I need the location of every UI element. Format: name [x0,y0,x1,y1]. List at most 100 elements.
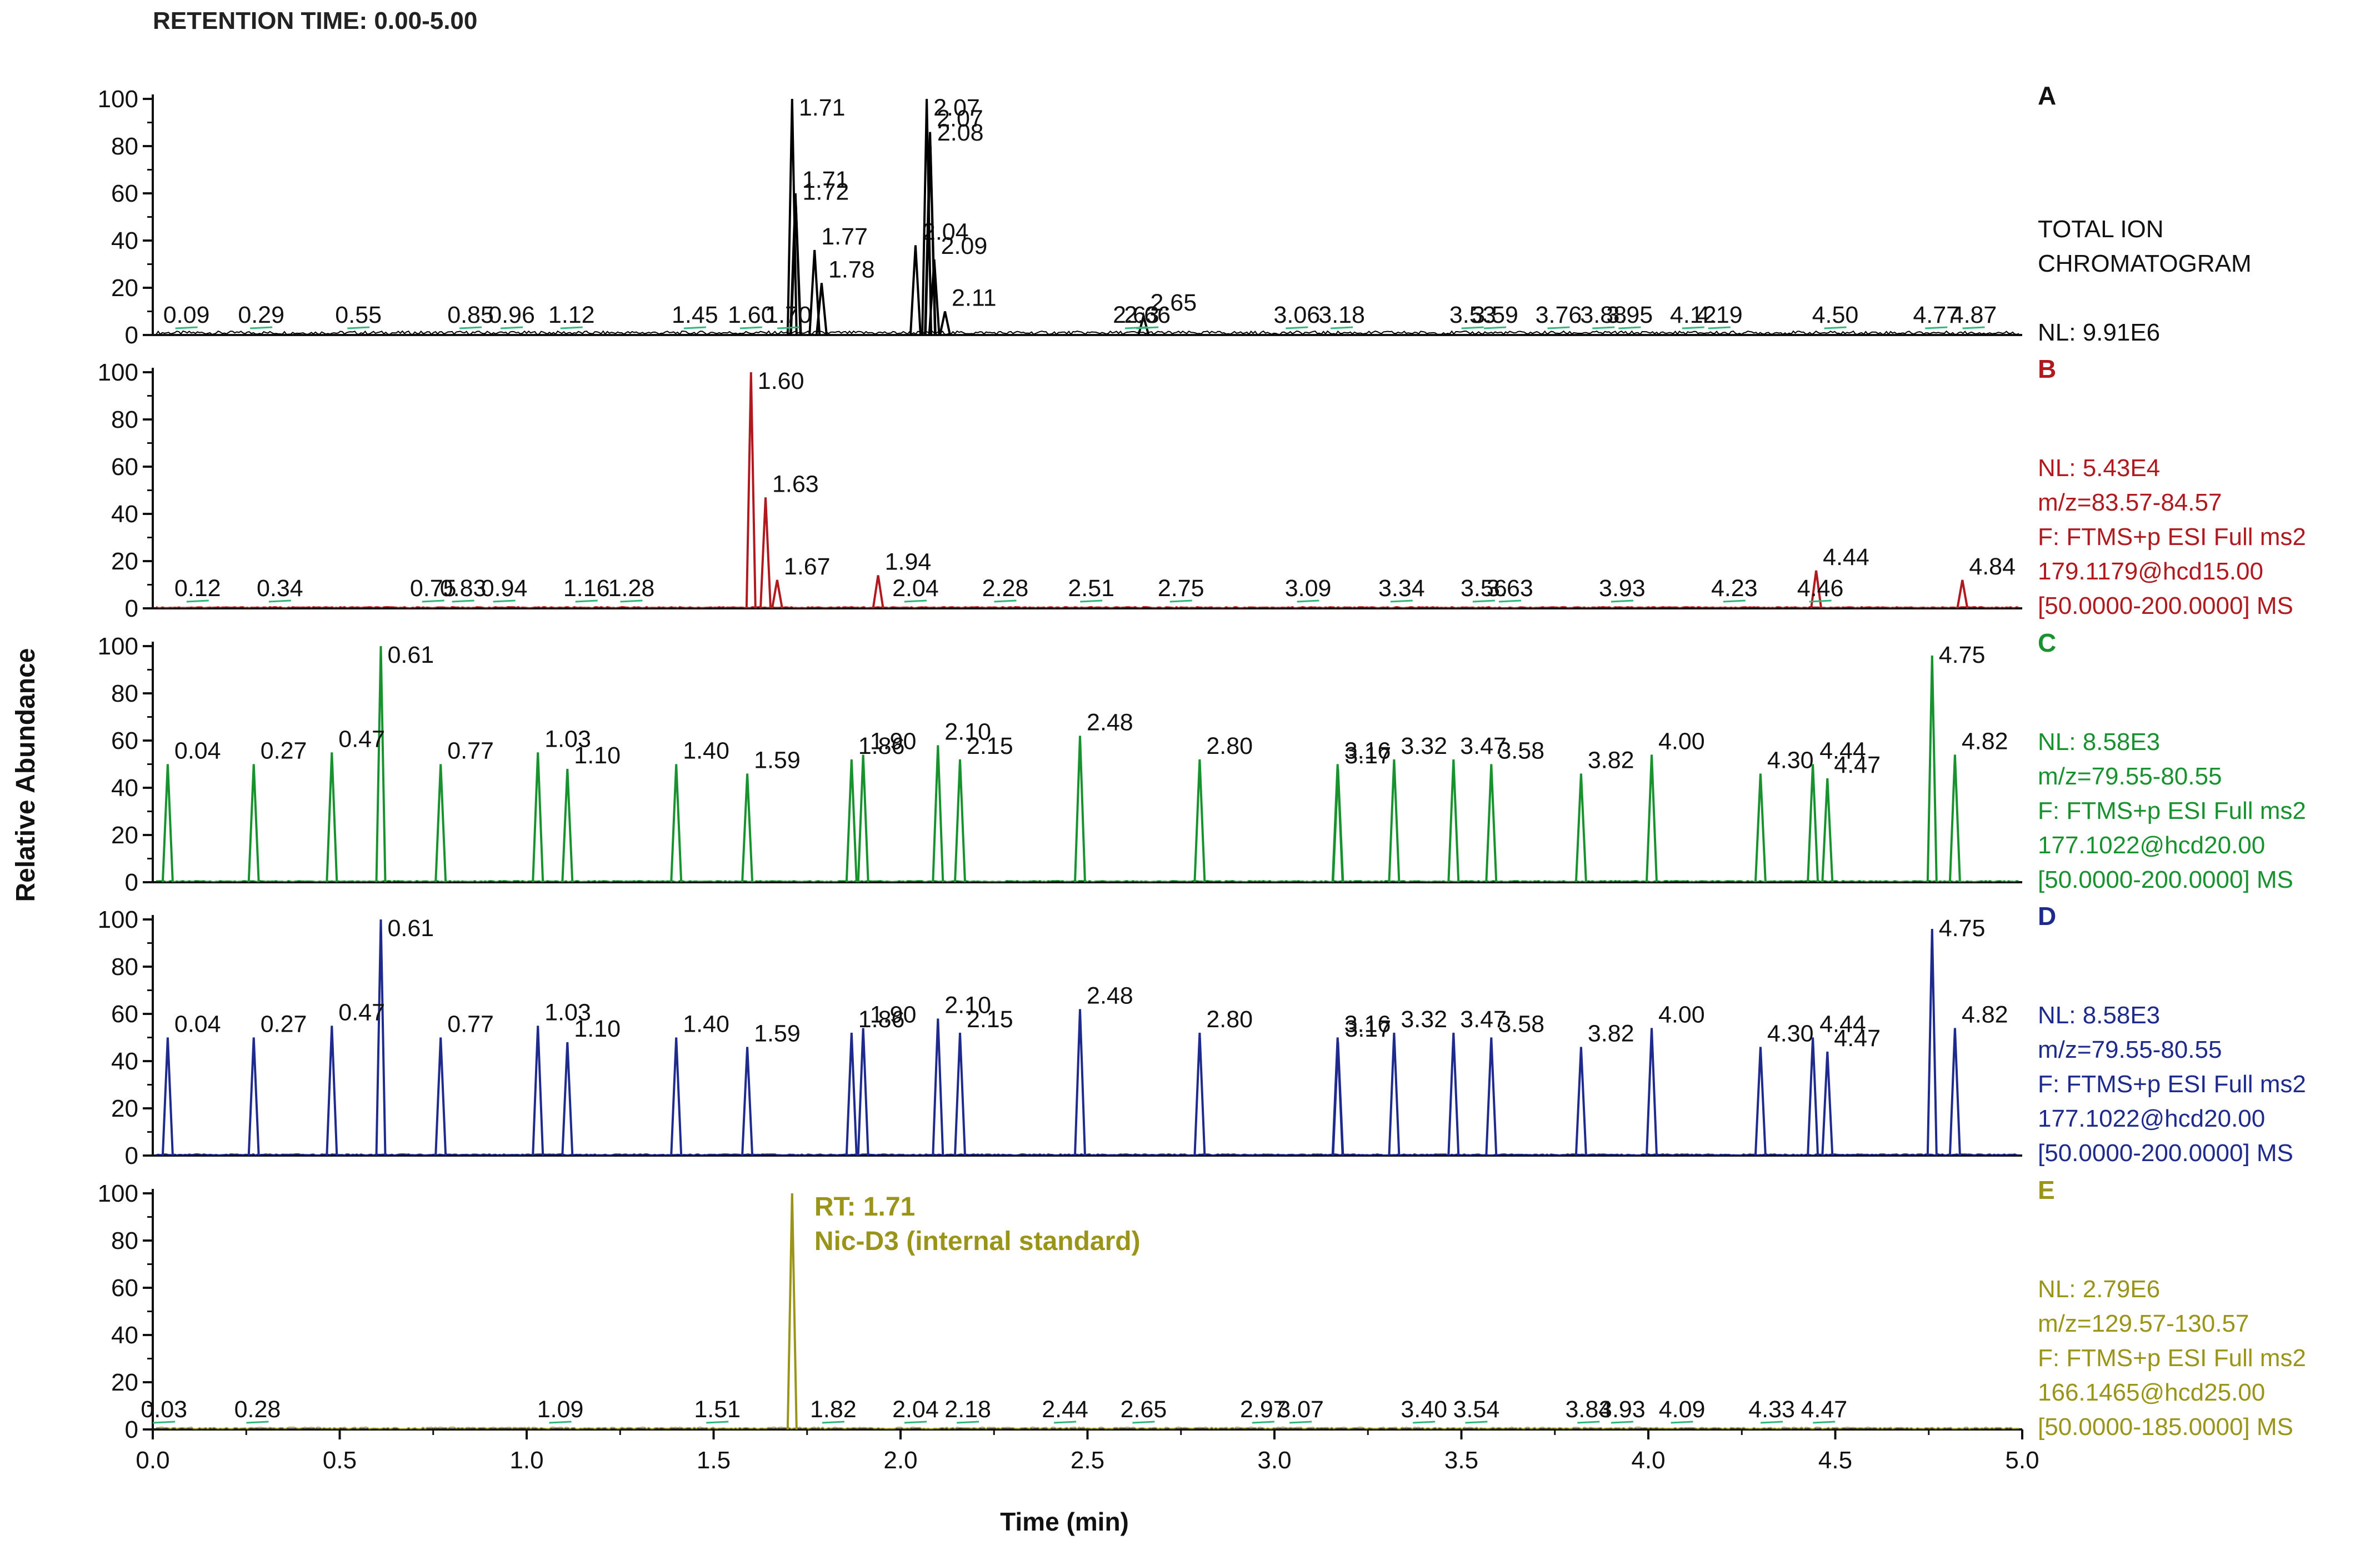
baseline-peak-label: 0.83 [440,575,487,602]
label-leader [683,326,706,329]
peak [808,249,821,336]
baseline-peak-label: 4.33 [1748,1396,1795,1423]
baseline-noise [156,879,2019,883]
baseline-peak-label: 2.04 [892,575,939,602]
peak-label: 1.03 [544,726,591,752]
x-tick-label: 2.0 [883,1447,917,1474]
label-leader [1132,1421,1155,1424]
peak-label: 4.47 [1834,1025,1881,1052]
panel-letter: C [2038,628,2056,657]
peak [247,764,260,883]
peak-label: 4.82 [1962,728,2008,755]
panel-info-line: 177.1022@hcd20.00 [2038,832,2265,859]
peak [1332,768,1344,883]
baseline-peak-label: 4.23 [1711,575,1758,602]
x-tick-label: 0.5 [323,1447,357,1474]
peak [1810,570,1823,609]
baseline-peak-label: 1.09 [537,1396,584,1423]
peak [921,98,933,336]
peak [1948,1028,1961,1156]
baseline-noise [156,606,2019,609]
peak-label: 0.27 [261,738,307,764]
peak-label: 1.71 [802,167,849,193]
label-leader [994,599,1017,603]
peak [932,1018,944,1156]
label-leader [1054,1421,1077,1424]
baseline-peak-label: 3.93 [1599,575,1646,602]
baseline-peak-label: 3.54 [1453,1396,1500,1423]
label-leader [422,599,444,603]
baseline-peak-label: 3.56 [1461,575,1507,602]
x-tick-label: 1.5 [697,1447,731,1474]
y-tick-label: 40 [111,501,138,528]
peak-label: 3.47 [1460,1006,1507,1033]
baseline-peak-label: 1.12 [548,302,595,328]
label-leader [822,1421,844,1424]
peak-label: 1.77 [821,223,868,250]
baseline-peak-label: 2.97 [1240,1396,1287,1423]
baseline-peak-label: 1.16 [563,575,610,602]
peak [1807,1037,1819,1156]
y-tick-label: 40 [111,1322,138,1349]
panel-info-line: NL: 5.43E4 [2038,454,2160,482]
baseline-peak-label: 3.59 [1472,302,1518,328]
label-leader [1671,1421,1693,1424]
peak-label: 0.77 [447,738,494,764]
peak [1193,759,1206,883]
peak [845,759,858,883]
y-tick-label: 100 [98,1180,138,1207]
peak-label: 4.44 [1819,1011,1866,1038]
label-leader [1611,599,1633,603]
label-leader [1962,326,1985,329]
y-tick-label: 20 [111,1369,138,1396]
baseline-peak-label: 1.28 [608,575,655,602]
peak [561,768,574,883]
panel-info-line: 179.1179@hcd15.00 [2038,558,2263,585]
peak [741,773,754,883]
x-tick-label: 3.5 [1444,1447,1478,1474]
panel-info-line: [50.0000-185.0000] MS [2038,1413,2293,1441]
peak [1646,1028,1658,1156]
y-tick-label: 0 [125,869,138,896]
baseline-noise [156,1153,2019,1156]
peak-label: 1.59 [754,1021,801,1047]
baseline-peak-label: 3.09 [1285,575,1332,602]
baseline-peak-label: 3.40 [1401,1396,1447,1423]
peak-label: 3.58 [1498,1011,1544,1038]
peak-label: 4.82 [1962,1002,2008,1028]
panel-info-line: CHROMATOGRAM [2038,250,2252,277]
y-tick-label: 40 [111,227,138,254]
peak-label: 1.40 [683,1011,729,1038]
x-tick-label: 1.0 [509,1447,543,1474]
y-tick-label: 100 [98,906,138,933]
label-leader [1413,1421,1436,1424]
peak-label: 4.75 [1939,642,1986,668]
label-leader [1465,1421,1488,1424]
baseline-peak-label: 1.70 [765,302,812,328]
peak [741,1047,754,1156]
label-leader [452,599,474,603]
peak-label: 1.67 [784,553,831,580]
label-leader [1289,1421,1312,1424]
baseline-peak-label: 2.63 [1113,302,1159,328]
panel-info-line: NL: 2.79E6 [2038,1276,2160,1303]
y-tick-label: 80 [111,953,138,981]
peak-label: 1.90 [870,1002,917,1028]
peak [771,579,783,609]
peak-label: 4.75 [1939,915,1986,942]
peak-annotation: Nic-D3 (internal standard) [814,1227,1141,1256]
label-leader [1547,326,1570,329]
label-leader [1286,326,1308,329]
baseline-peak-label: 3.88 [1580,302,1627,328]
label-leader [268,599,291,603]
label-leader [1252,1421,1274,1424]
label-leader [186,599,209,603]
peak-label: 1.60 [758,368,804,394]
label-leader [1761,1421,1783,1424]
panel-info-line: F: FTMS+p ESI Full ms2 [2038,1344,2306,1372]
peak [1574,1047,1587,1156]
peak-label: 0.47 [338,999,385,1026]
panel-info-line: 166.1465@hcd25.00 [2038,1379,2265,1406]
label-leader [620,599,643,603]
baseline-peak-label: 1.51 [694,1396,741,1423]
